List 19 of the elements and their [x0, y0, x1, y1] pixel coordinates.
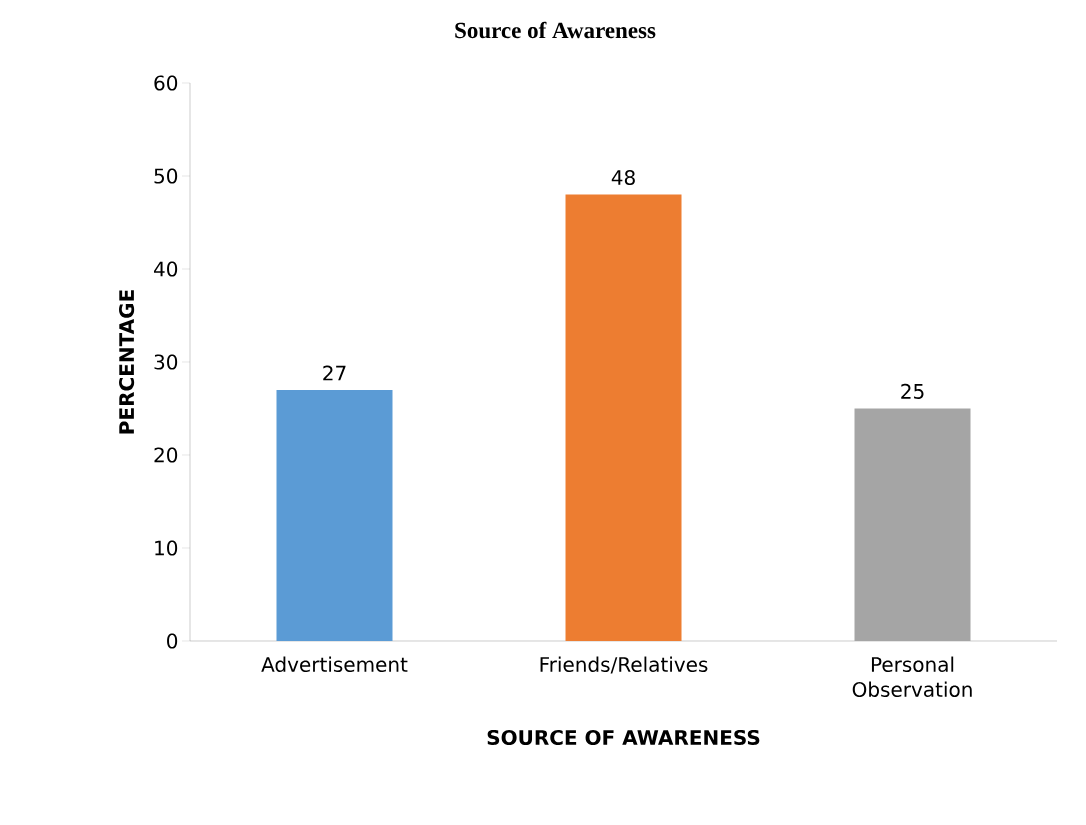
y-tick-label: 20	[154, 447, 178, 463]
data-label: 27	[323, 365, 346, 381]
data-label: 48	[611, 169, 635, 186]
x-tick-label: Advertisement	[261, 656, 408, 673]
bar	[854, 408, 971, 641]
data-label: 25	[901, 383, 924, 399]
x-tick-label: Personal Observation	[852, 656, 972, 698]
x-axis-title: SOURCE OF AWARENESS	[487, 729, 760, 745]
y-tick-label: 40	[153, 261, 178, 277]
y-tick-label: 10	[155, 540, 178, 556]
y-tick-label: 50	[154, 168, 178, 184]
bar	[276, 389, 393, 641]
y-tick-label: 0	[167, 633, 178, 649]
y-axis-title: PERCENTAGE	[119, 290, 135, 434]
y-tick-label: 60	[154, 75, 178, 91]
x-tick-label: Friends/Relatives	[540, 656, 708, 674]
y-tick-label: 30	[154, 354, 178, 370]
chart-title: Source of Awareness	[455, 21, 656, 39]
bar	[565, 194, 682, 641]
